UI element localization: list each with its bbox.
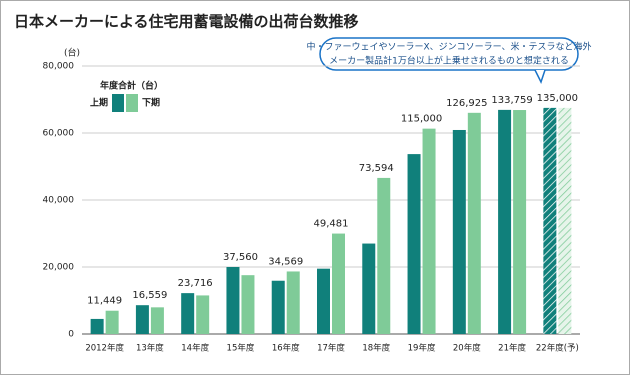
y-tick-label: 40,000 xyxy=(43,196,75,206)
y-tick-label: 0 xyxy=(68,330,74,340)
x-tick-label: 14年度 xyxy=(181,343,209,354)
bar xyxy=(150,307,164,334)
total-label: 23,716 xyxy=(178,278,213,289)
y-tick-label: 60,000 xyxy=(43,129,75,139)
bar xyxy=(558,107,572,334)
bar xyxy=(317,268,330,334)
total-label: 11,449 xyxy=(87,296,122,307)
x-tick-label: 20年度 xyxy=(453,343,481,354)
total-label: 34,569 xyxy=(268,256,303,267)
annotation: 中・ファーウェイやソーラーX、ジンコソーラー、米・テスラなど海外 xyxy=(306,41,591,53)
legend-label: 下期 xyxy=(142,97,160,109)
x-tick-label: 13年度 xyxy=(136,343,164,354)
x-tick-label: 15年度 xyxy=(227,343,255,354)
legend-label: 上期 xyxy=(90,97,108,109)
bar xyxy=(105,310,119,334)
total-label: 115,000 xyxy=(401,114,442,125)
chart-title: 日本メーカーによる住宅用蓄電設備の出荷台数推移 xyxy=(14,13,359,31)
bar xyxy=(452,129,466,334)
bar xyxy=(241,275,255,334)
total-label: 133,759 xyxy=(491,95,532,106)
x-tick-label: 2012年度 xyxy=(85,343,124,354)
bar xyxy=(271,280,285,334)
bar xyxy=(422,128,436,334)
bar xyxy=(362,243,376,334)
total-label: 16,559 xyxy=(132,290,167,301)
bar xyxy=(407,154,421,334)
y-tick-label: 80,000 xyxy=(43,62,75,72)
legend-title: 年度合計（台） xyxy=(100,80,163,92)
bar xyxy=(543,107,557,334)
total-label: 49,481 xyxy=(314,219,349,230)
x-tick-label: 19年度 xyxy=(408,343,436,354)
bar xyxy=(90,318,104,334)
total-label: 37,560 xyxy=(223,252,258,263)
bar xyxy=(135,305,149,334)
bar xyxy=(181,293,195,334)
total-label: 126,925 xyxy=(446,98,487,109)
legend-swatch xyxy=(126,94,138,112)
bar xyxy=(513,110,527,335)
x-tick-label: 18年度 xyxy=(362,343,390,354)
bar xyxy=(286,271,300,334)
x-tick-label: 21年度 xyxy=(498,343,526,354)
bar xyxy=(196,295,210,334)
bar xyxy=(377,177,391,334)
x-tick-label: 16年度 xyxy=(272,343,300,354)
callout-tail xyxy=(534,69,546,84)
y-unit: (台) xyxy=(64,47,80,59)
annotation: メーカー製品計1万台以上が上乗せされるものと想定される xyxy=(329,55,569,67)
bar xyxy=(332,233,345,334)
total-label: 135,000 xyxy=(537,93,578,104)
bar xyxy=(467,112,481,334)
legend-swatch xyxy=(112,94,124,112)
x-tick-label: 22年度(予) xyxy=(536,343,579,354)
total-label: 73,594 xyxy=(359,163,394,174)
y-tick-label: 20,000 xyxy=(43,263,75,273)
bar xyxy=(226,267,240,334)
callout xyxy=(319,37,579,71)
bar xyxy=(498,109,512,334)
x-tick-label: 17年度 xyxy=(317,343,345,354)
